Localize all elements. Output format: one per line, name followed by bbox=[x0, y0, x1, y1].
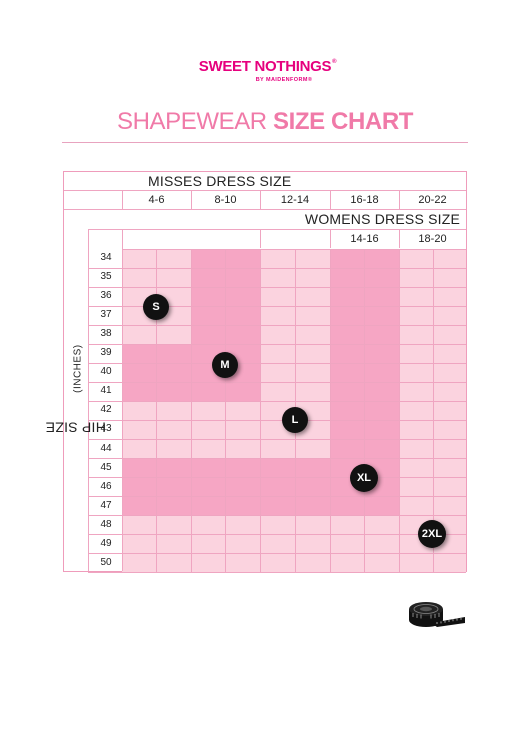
grid-line bbox=[88, 400, 466, 402]
grid-line bbox=[88, 572, 466, 574]
grid-line bbox=[88, 553, 466, 555]
size-badge-2xl: 2XL bbox=[418, 520, 446, 548]
hip-size-50: 50 bbox=[100, 556, 112, 568]
grid-line bbox=[88, 458, 466, 460]
hip-size-48: 48 bbox=[100, 518, 112, 530]
hip-size-35: 35 bbox=[100, 271, 112, 283]
hip-size-axis-label: HIP SIZE (INCHES) bbox=[45, 344, 107, 436]
hip-size-49: 49 bbox=[100, 537, 112, 549]
size-chart: MISSES DRESS SIZE WOMENS DRESS SIZE 4-6 8… bbox=[45, 171, 467, 574]
hip-size-44: 44 bbox=[100, 442, 112, 454]
grid-line bbox=[260, 249, 261, 573]
grid-line bbox=[88, 229, 466, 230]
hip-size-34: 34 bbox=[100, 252, 112, 263]
grid-line bbox=[191, 190, 192, 209]
hip-size-47: 47 bbox=[100, 499, 112, 511]
grid-line bbox=[399, 229, 400, 248]
hip-size-43: 43 bbox=[100, 423, 112, 435]
grid-line bbox=[88, 324, 466, 326]
size-badge-l: L bbox=[282, 407, 308, 433]
grid-line bbox=[88, 343, 466, 345]
grid-line bbox=[156, 249, 157, 573]
size-badge-m: M bbox=[212, 352, 238, 378]
grid-line bbox=[88, 286, 466, 288]
brand-name: SWEET NOTHINGS ® bbox=[198, 58, 337, 75]
grid-line bbox=[88, 267, 466, 269]
misses-size-16-18: 16-18 bbox=[350, 194, 379, 206]
hip-size-40: 40 bbox=[100, 366, 112, 378]
hip-size-41: 41 bbox=[100, 385, 112, 397]
grid-line bbox=[122, 229, 123, 571]
hip-size-36: 36 bbox=[100, 290, 112, 302]
size-badge-s: S bbox=[143, 294, 169, 320]
grid-line bbox=[64, 209, 466, 210]
grid-line bbox=[64, 190, 466, 191]
grid-line bbox=[364, 249, 365, 573]
grid-line bbox=[88, 534, 466, 536]
misses-dress-size-label: MISSES DRESS SIZE bbox=[148, 173, 292, 189]
grid-line bbox=[330, 229, 331, 248]
grid-line bbox=[88, 439, 466, 440]
grid-line bbox=[88, 305, 466, 307]
misses-size-8-10: 8-10 bbox=[214, 194, 237, 206]
womens-dress-size-label: WOMENS DRESS SIZE bbox=[304, 211, 460, 227]
grid-line bbox=[225, 249, 226, 573]
grid-line bbox=[88, 381, 466, 383]
grid-line bbox=[88, 515, 466, 517]
grid-line bbox=[88, 419, 466, 421]
hip-size-42: 42 bbox=[100, 404, 112, 416]
misses-size-4-6: 4-6 bbox=[148, 194, 165, 206]
misses-size-20-22: 20-22 bbox=[418, 194, 447, 206]
page-title: SHAPEWEAR SIZE CHART bbox=[116, 108, 414, 135]
hip-size-46: 46 bbox=[100, 480, 112, 492]
grid-line bbox=[433, 249, 434, 573]
grid-line bbox=[330, 190, 331, 209]
grid-line bbox=[122, 248, 466, 250]
measuring-tape-icon bbox=[409, 602, 465, 627]
grid-line bbox=[191, 249, 192, 573]
grid-line bbox=[88, 362, 466, 364]
grid-line bbox=[399, 190, 400, 209]
brand-subtitle: BY MAIDENFORM® bbox=[255, 77, 313, 83]
grid-line bbox=[88, 477, 466, 479]
hip-size-45: 45 bbox=[100, 461, 112, 473]
title-divider bbox=[62, 142, 468, 143]
grid-line bbox=[260, 190, 261, 209]
hip-size-39: 39 bbox=[100, 347, 112, 359]
brand-logo: SWEET NOTHINGS ® BY MAIDENFORM® bbox=[0, 58, 530, 83]
womens-size-14-16: 14-16 bbox=[350, 233, 379, 245]
grid-line bbox=[260, 229, 261, 248]
grid-line bbox=[399, 249, 400, 573]
grid-line bbox=[330, 249, 331, 573]
misses-size-12-14: 12-14 bbox=[280, 194, 310, 206]
hip-size-38: 38 bbox=[100, 328, 112, 340]
grid-line bbox=[88, 496, 466, 498]
hip-size-37: 37 bbox=[100, 309, 112, 321]
womens-size-18-20: 18-20 bbox=[418, 233, 447, 245]
size-badge-xl: XL bbox=[350, 464, 378, 492]
grid-line bbox=[88, 229, 89, 571]
grid-line bbox=[122, 190, 123, 209]
